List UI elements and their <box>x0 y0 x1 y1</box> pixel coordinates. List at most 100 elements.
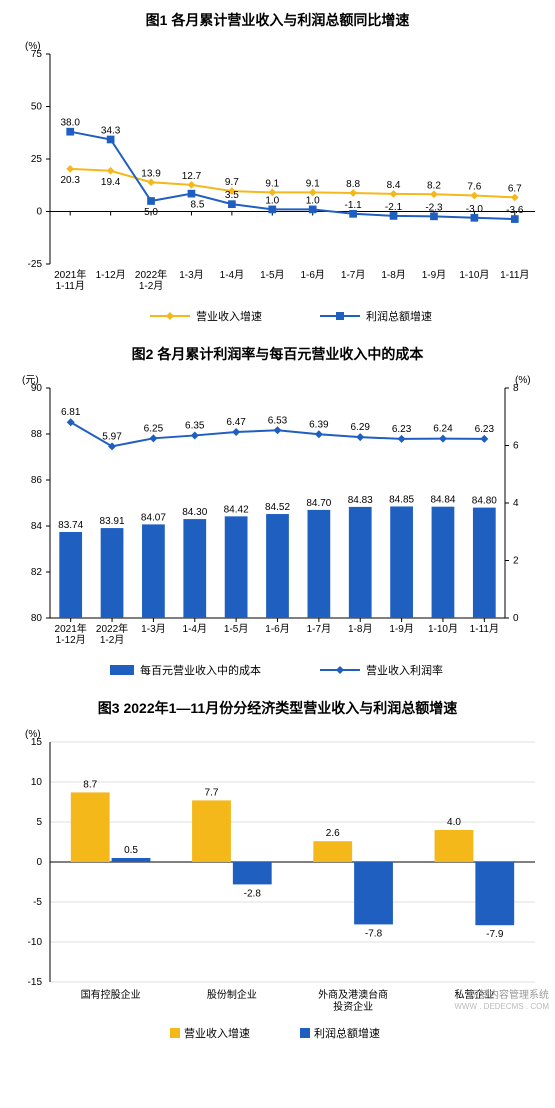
svg-text:2.6: 2.6 <box>326 828 340 839</box>
svg-text:1-7月: 1-7月 <box>341 269 365 281</box>
svg-text:84.80: 84.80 <box>472 496 497 507</box>
svg-text:84.83: 84.83 <box>348 495 373 506</box>
svg-text:9.7: 9.7 <box>225 177 239 188</box>
svg-text:-15: -15 <box>28 977 43 988</box>
svg-text:2022年: 2022年 <box>135 268 167 281</box>
svg-text:营业收入增速: 营业收入增速 <box>184 1026 250 1040</box>
svg-text:8: 8 <box>513 383 519 394</box>
svg-text:7.7: 7.7 <box>205 787 219 798</box>
svg-text:84.07: 84.07 <box>141 512 166 523</box>
svg-text:1.0: 1.0 <box>306 195 320 206</box>
svg-text:86: 86 <box>31 475 43 486</box>
svg-text:6: 6 <box>513 441 519 452</box>
svg-text:34.3: 34.3 <box>101 125 121 136</box>
svg-text:2022年: 2022年 <box>96 622 128 635</box>
svg-text:6.81: 6.81 <box>61 407 81 418</box>
svg-text:6.25: 6.25 <box>144 423 164 434</box>
svg-text:8.5: 8.5 <box>191 200 205 211</box>
svg-text:6.29: 6.29 <box>350 422 370 433</box>
svg-text:0.5: 0.5 <box>124 845 138 856</box>
svg-text:19.4: 19.4 <box>101 177 121 188</box>
watermark-line2: WWW . DEDECMS . COM <box>454 1002 549 1012</box>
svg-text:1-4月: 1-4月 <box>220 269 244 281</box>
svg-text:7.6: 7.6 <box>467 182 481 193</box>
chart2-svg: (元)(%)808284868890024682021年1-12月2022年1-… <box>0 368 555 688</box>
svg-text:84.85: 84.85 <box>389 494 414 505</box>
svg-text:6.39: 6.39 <box>309 419 329 430</box>
svg-text:3.5: 3.5 <box>225 190 239 201</box>
svg-text:外商及港澳台商: 外商及港澳台商 <box>318 988 388 1001</box>
svg-text:1-4月: 1-4月 <box>183 623 207 635</box>
chart1-title: 图1 各月累计营业收入与利润总额同比增速 <box>0 0 555 34</box>
svg-text:-1.1: -1.1 <box>345 200 363 211</box>
svg-text:利润总额增速: 利润总额增速 <box>314 1026 380 1040</box>
chart2-title: 图2 各月累计利润率与每百元营业收入中的成本 <box>0 334 555 368</box>
svg-text:20.3: 20.3 <box>60 175 80 186</box>
svg-text:6.24: 6.24 <box>433 424 453 435</box>
svg-text:1-8月: 1-8月 <box>348 623 372 635</box>
svg-text:4.0: 4.0 <box>447 817 461 828</box>
svg-text:-2.8: -2.8 <box>244 888 262 899</box>
svg-text:1-10月: 1-10月 <box>428 623 458 635</box>
svg-text:-25: -25 <box>28 259 43 270</box>
svg-text:8.8: 8.8 <box>346 179 360 190</box>
svg-text:9.1: 9.1 <box>265 178 279 189</box>
svg-text:8.7: 8.7 <box>83 779 97 790</box>
svg-text:1-7月: 1-7月 <box>307 623 331 635</box>
svg-text:1-6月: 1-6月 <box>265 623 289 635</box>
svg-text:6.47: 6.47 <box>226 417 246 428</box>
svg-text:50: 50 <box>31 102 43 113</box>
svg-text:1-3月: 1-3月 <box>179 269 203 281</box>
svg-text:股份制企业: 股份制企业 <box>207 988 257 1001</box>
svg-text:84.52: 84.52 <box>265 502 290 513</box>
svg-text:12.7: 12.7 <box>182 171 202 182</box>
svg-text:-7.9: -7.9 <box>486 929 504 940</box>
svg-text:利润总额增速: 利润总额增速 <box>366 309 432 323</box>
svg-text:84: 84 <box>31 521 43 532</box>
svg-text:8.4: 8.4 <box>387 180 401 191</box>
svg-text:1-5月: 1-5月 <box>224 623 248 635</box>
svg-text:1-6月: 1-6月 <box>300 269 324 281</box>
svg-text:15: 15 <box>31 737 43 748</box>
svg-text:84.42: 84.42 <box>224 504 249 515</box>
svg-text:80: 80 <box>31 613 43 624</box>
svg-text:1-11月: 1-11月 <box>500 269 529 281</box>
svg-text:6.23: 6.23 <box>392 424 412 435</box>
svg-text:0: 0 <box>36 207 42 218</box>
svg-text:6.7: 6.7 <box>508 183 522 194</box>
svg-text:-10: -10 <box>28 937 43 948</box>
watermark: 织梦内容管理系统 WWW . DEDECMS . COM <box>454 990 549 1012</box>
svg-text:2021年: 2021年 <box>55 622 87 635</box>
svg-text:每百元营业收入中的成本: 每百元营业收入中的成本 <box>140 663 261 677</box>
chart3-title: 图3 2022年1—11月份分经济类型营业收入与利润总额增速 <box>0 688 555 722</box>
svg-text:5: 5 <box>36 817 42 828</box>
svg-text:0: 0 <box>36 857 42 868</box>
chart3-container: 图3 2022年1—11月份分经济类型营业收入与利润总额增速 (%)-15-10… <box>0 688 555 1052</box>
svg-text:6.35: 6.35 <box>185 420 205 431</box>
svg-text:1-9月: 1-9月 <box>422 269 446 281</box>
svg-text:1.0: 1.0 <box>265 195 279 206</box>
chart1-container: 图1 各月累计营业收入与利润总额同比增速 (%)-2502550752021年1… <box>0 0 555 334</box>
svg-text:国有控股企业: 国有控股企业 <box>81 988 141 1001</box>
svg-text:4: 4 <box>513 498 519 509</box>
svg-text:1-11月: 1-11月 <box>56 280 85 292</box>
svg-text:1-12月: 1-12月 <box>56 634 86 646</box>
watermark-line1: 织梦内容管理系统 <box>454 990 549 1002</box>
svg-text:8.2: 8.2 <box>427 180 441 191</box>
svg-text:1-3月: 1-3月 <box>141 623 165 635</box>
svg-text:84.84: 84.84 <box>430 495 455 506</box>
svg-text:25: 25 <box>31 154 43 165</box>
svg-text:83.74: 83.74 <box>58 520 83 531</box>
svg-text:6.53: 6.53 <box>268 415 288 426</box>
svg-text:-2.3: -2.3 <box>425 202 443 213</box>
svg-text:84.30: 84.30 <box>182 507 207 518</box>
svg-text:75: 75 <box>31 49 43 60</box>
svg-text:1-2月: 1-2月 <box>139 280 163 292</box>
svg-text:1-11月: 1-11月 <box>470 623 499 635</box>
chart1-svg: (%)-2502550752021年1-11月1-12月2022年1-2月1-3… <box>0 34 555 334</box>
svg-text:83.91: 83.91 <box>100 516 125 527</box>
svg-text:2: 2 <box>513 556 519 567</box>
svg-text:1-8月: 1-8月 <box>381 269 405 281</box>
svg-text:38.0: 38.0 <box>60 118 80 129</box>
svg-text:0: 0 <box>513 613 519 624</box>
